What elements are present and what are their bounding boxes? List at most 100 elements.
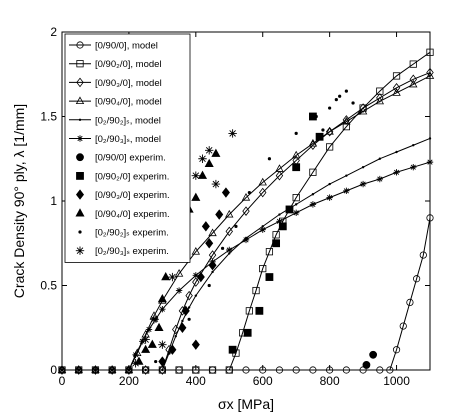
experimental-point: [196, 271, 205, 283]
model-point: [228, 252, 231, 255]
model-point: [378, 157, 382, 160]
model-point: [376, 175, 384, 183]
model-point: [343, 187, 350, 195]
legend-entry: [0₂/90₂]ₛ experim.: [78, 228, 169, 239]
experimental-point: [369, 350, 378, 359]
model-point: [265, 248, 274, 256]
legend-marker: [76, 60, 84, 68]
model-point: [245, 307, 253, 315]
experimental-point: [191, 192, 201, 201]
experimental-point: [328, 106, 332, 110]
model-point: [276, 218, 283, 225]
experimental-point: [255, 306, 264, 315]
y-axis-label: Crack Density 90° ply, λ [1/mm]: [11, 104, 27, 298]
model-point: [393, 169, 400, 176]
legend-marker: [75, 208, 85, 217]
model-point: [145, 326, 153, 333]
experimental-point: [204, 158, 214, 168]
model-point: [261, 225, 264, 228]
experimental-point: [187, 317, 191, 321]
model-point: [311, 193, 315, 196]
legend-marker: [76, 153, 84, 162]
model-point: [241, 192, 251, 201]
experimental-point: [278, 222, 287, 231]
experimental-point: [191, 171, 201, 180]
model-point: [392, 82, 401, 93]
experimental-point: [285, 205, 294, 214]
legend-marker: [76, 41, 84, 49]
experimental-point: [247, 190, 251, 195]
experimental-point: [149, 315, 159, 324]
model-point: [294, 203, 298, 206]
model-point: [409, 79, 418, 88]
experimental-point: [158, 356, 167, 367]
model-point: [392, 346, 401, 354]
model-point: [308, 138, 318, 147]
model-point: [141, 365, 150, 375]
legend-label: [0₂/90₃]ₛ experim.: [95, 246, 169, 257]
model-line: [62, 161, 431, 371]
legend-entry: [0/90₂/0], model: [69, 59, 162, 70]
legend-entry: [0₂/90₃]ₛ experim.: [75, 246, 169, 257]
model-point: [258, 177, 267, 186]
experimental-point: [211, 179, 221, 189]
experimental-point: [208, 260, 217, 271]
model-point: [291, 150, 301, 159]
y-tick-label: 1.5: [40, 110, 57, 124]
model-point: [361, 166, 365, 169]
legend-marker: [76, 171, 84, 180]
model-point: [259, 187, 267, 198]
model-point: [275, 170, 284, 181]
legend-label: [0/90₃/0], model: [95, 78, 162, 89]
model-point: [139, 338, 146, 345]
experimental-point: [243, 328, 252, 337]
x-tick-label: 1000: [383, 374, 410, 388]
model-point: [309, 168, 317, 176]
model-point: [309, 201, 317, 208]
model-point: [172, 324, 180, 335]
legend-box: [64, 33, 191, 263]
model-point: [192, 277, 200, 287]
experimental-point: [141, 344, 151, 353]
experimental-point: [351, 101, 355, 105]
model-point: [174, 268, 184, 277]
legend-label: [0₂/90₂]ₛ experim.: [95, 228, 169, 239]
model-point: [409, 74, 417, 85]
experimental-point: [207, 283, 211, 288]
model-point: [342, 116, 351, 125]
y-tick-label: 0: [50, 363, 57, 377]
experimental-point: [131, 359, 140, 368]
experimental-point: [161, 272, 171, 281]
series-experim-square: [228, 112, 324, 354]
model-point: [225, 226, 233, 237]
legend-entry: [0/90₂/0] experim.: [76, 171, 169, 182]
model-point: [328, 182, 331, 186]
model-point: [252, 286, 260, 295]
experimental-point: [141, 335, 150, 344]
model-point: [359, 103, 367, 113]
model-point: [376, 93, 384, 103]
experimental-point: [154, 322, 164, 331]
model-point: [413, 275, 421, 283]
experimental-point: [198, 154, 207, 163]
legend-label: [0₂/90₃]ₛ, model: [95, 134, 161, 145]
experimental-point: [181, 305, 190, 317]
model-point: [259, 264, 267, 273]
series-experim-circle: [362, 350, 378, 369]
model-point: [58, 365, 66, 375]
model-point: [412, 144, 415, 147]
model-point: [185, 290, 193, 301]
experimental-point: [228, 345, 237, 354]
model-point: [132, 351, 139, 358]
experimental-point: [147, 339, 157, 348]
legend-entry: [0₂/90₂]ₛ, model: [69, 115, 161, 126]
experimental-point: [234, 224, 238, 228]
legend-label: [0/90₃/0] experim.: [95, 190, 170, 201]
model-point: [75, 365, 83, 375]
experimental-point: [178, 322, 187, 333]
model-point: [406, 298, 414, 306]
model-point: [91, 365, 100, 375]
experimental-point: [221, 187, 230, 198]
model-point: [208, 228, 217, 237]
